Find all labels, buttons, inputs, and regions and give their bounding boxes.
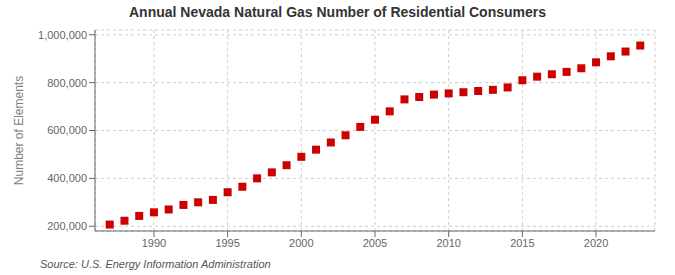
svg-text:800,000: 800,000 [47, 77, 87, 89]
svg-text:400,000: 400,000 [47, 172, 87, 184]
svg-text:1995: 1995 [215, 237, 239, 249]
svg-text:2010: 2010 [436, 237, 460, 249]
svg-text:600,000: 600,000 [47, 124, 87, 136]
svg-text:200,000: 200,000 [47, 220, 87, 232]
svg-text:1990: 1990 [142, 237, 166, 249]
svg-text:2005: 2005 [363, 237, 387, 249]
svg-text:2000: 2000 [289, 237, 313, 249]
svg-text:1,000,000: 1,000,000 [38, 29, 87, 41]
svg-text:2015: 2015 [510, 237, 534, 249]
svg-text:2020: 2020 [584, 237, 608, 249]
html-text:Annual Nevada Natural Gas Numb: Annual Nevada Natural Gas Number of Resi… [129, 4, 546, 20]
html-text:Source: U.S. Energy Informatio: Source: U.S. Energy Information Administ… [40, 258, 271, 270]
svg-text:Number of Elements: Number of Elements [12, 76, 26, 185]
